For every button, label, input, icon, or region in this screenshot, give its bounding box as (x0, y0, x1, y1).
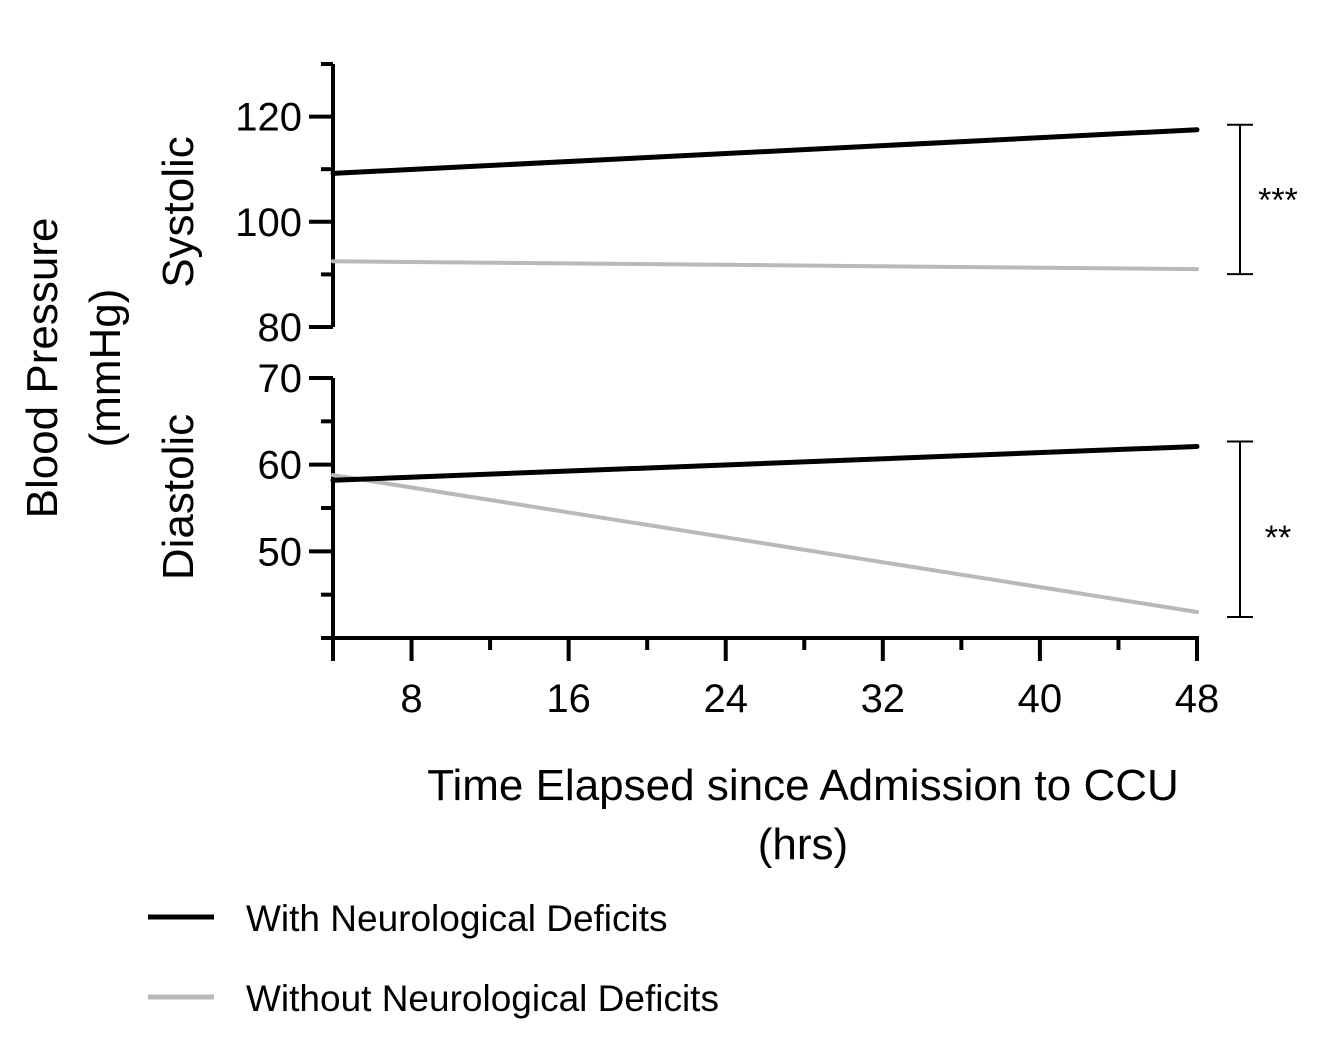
diastolic-y-tick-label: 70 (258, 357, 303, 401)
x-tick-label: 40 (1018, 677, 1063, 721)
y-axis-title-line2: (mmHg) (81, 289, 130, 448)
systolic-panel-label: Systolic (154, 136, 203, 288)
legend-label-without-deficits: Without Neurological Deficits (246, 978, 719, 1019)
diastolic-series-without-deficits (331, 473, 1199, 614)
x-axis: 8 16 24 32 40 48 (331, 636, 1220, 721)
x-tick-label: 16 (546, 677, 591, 721)
systolic-y-tick-label: 100 (235, 201, 302, 245)
x-tick-label: 48 (1175, 677, 1220, 721)
systolic-panel: 80 100 120 *** (235, 62, 1298, 350)
legend-label-with-deficits: With Neurological Deficits (246, 898, 668, 939)
legend: With Neurological Deficits Without Neuro… (148, 898, 719, 1019)
systolic-y-tick-label: 80 (258, 306, 303, 350)
diastolic-significance-label: ** (1265, 519, 1291, 557)
systolic-significance-label: *** (1258, 181, 1298, 219)
x-tick-label: 8 (400, 677, 422, 721)
systolic-y-tick-label: 120 (235, 96, 302, 140)
diastolic-panel-label: Diastolic (154, 414, 203, 580)
systolic-series-without-deficits (331, 259, 1199, 272)
x-tick-label: 24 (703, 677, 748, 721)
diastolic-y-tick-label: 60 (258, 444, 303, 488)
x-axis-title-line1: Time Elapsed since Admission to CCU (427, 761, 1179, 810)
x-tick-label: 32 (861, 677, 906, 721)
systolic-series-with-deficits (330, 127, 1200, 176)
y-axis-title-line1: Blood Pressure (18, 218, 67, 519)
diastolic-panel: 50 60 70 ** (258, 357, 1291, 640)
x-axis-title-line2: (hrs) (758, 820, 848, 869)
diastolic-y-tick-label: 50 (258, 530, 303, 574)
diastolic-series-with-deficits (330, 443, 1200, 483)
